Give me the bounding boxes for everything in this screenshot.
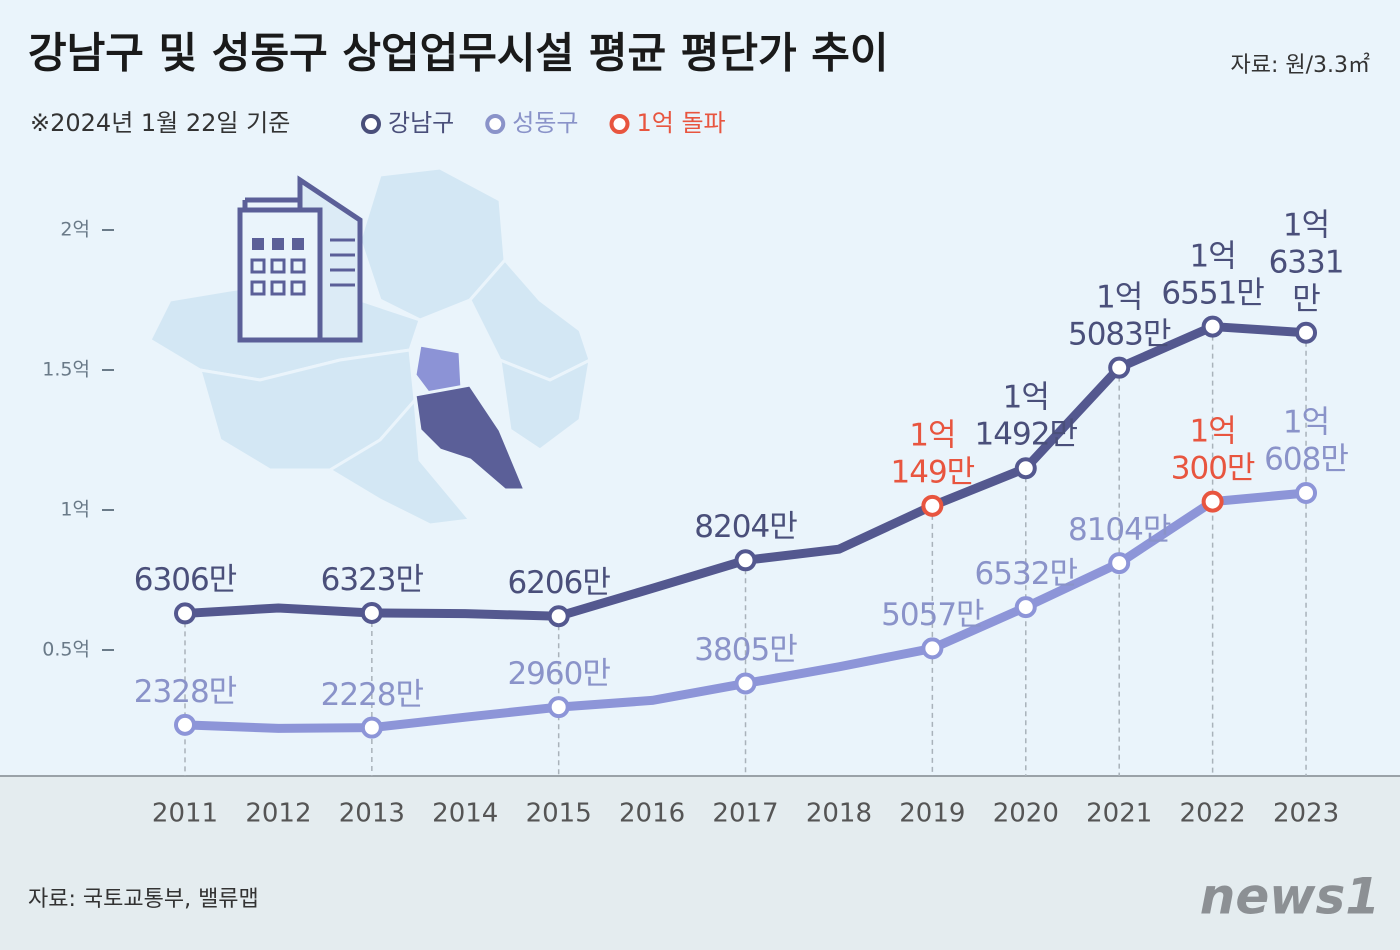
value-label: 6532만	[974, 555, 1078, 592]
chart-title: 강남구 및 성동구 상업업무시설 평균 평단가 추이	[28, 29, 889, 78]
point-marker	[1108, 356, 1131, 379]
point-marker	[547, 696, 570, 719]
legend-label: 강남구	[388, 109, 454, 137]
point-marker	[1295, 481, 1318, 504]
source: 자료: 국토교통부, 밸류맵	[28, 887, 259, 912]
x-tick-label: 2014	[432, 799, 498, 829]
value-label: 2960만	[507, 655, 610, 692]
x-tick-label: 2012	[245, 799, 311, 829]
y-tick-label: 2억	[60, 219, 90, 241]
value-label: 5057만	[881, 597, 984, 634]
value-label: 1억 6331만	[1268, 207, 1345, 318]
legend-label: 성동구	[512, 109, 578, 137]
building-windows	[250, 238, 306, 296]
point-marker	[360, 601, 383, 624]
value-label: 1억 5083만	[1067, 279, 1171, 353]
x-tick-label: 2019	[899, 799, 965, 829]
x-tick-label: 2011	[152, 799, 218, 829]
value-label: 2328만	[133, 673, 237, 710]
y-tick-label: 1억	[60, 499, 90, 521]
point-marker	[1108, 552, 1131, 575]
footer-band	[0, 776, 1400, 950]
point-marker	[734, 672, 757, 695]
y-tick-label: 0.5억	[42, 639, 90, 661]
x-tick-label: 2022	[1180, 799, 1246, 829]
y-tick-label: 1.5억	[42, 359, 90, 381]
point-marker	[1014, 596, 1037, 619]
point-marker	[174, 713, 196, 736]
x-tick-label: 2018	[806, 799, 872, 829]
point-marker	[547, 605, 570, 628]
building-icon	[237, 175, 363, 343]
x-tick-label: 2023	[1273, 799, 1339, 829]
value-label: 1억 149만	[890, 417, 976, 491]
x-tick-label: 2021	[1086, 799, 1152, 829]
point-marker	[174, 602, 196, 625]
value-label: 1억 300만	[1170, 413, 1256, 487]
value-label: 6306만	[133, 562, 237, 599]
value-label: 3805만	[694, 632, 797, 669]
point-marker	[1201, 315, 1224, 338]
legend-label: 1억 돌파	[637, 109, 726, 137]
logo: news1	[1200, 868, 1380, 926]
value-label: 2228만	[320, 676, 424, 713]
legend-marker	[609, 114, 630, 134]
point-marker	[1014, 457, 1037, 480]
point-marker	[1201, 490, 1224, 513]
value-label: 1억 6551만	[1161, 238, 1264, 312]
value-label: 1억 1492만	[974, 379, 1078, 454]
x-tick-label: 2016	[619, 799, 685, 829]
subtitle: ※2024년 1월 22일 기준	[30, 109, 290, 137]
value-label: 6323만	[320, 561, 424, 598]
point-marker	[360, 716, 383, 739]
x-tick-label: 2015	[526, 799, 592, 829]
point-marker	[921, 494, 944, 517]
x-tick-label: 2013	[339, 799, 405, 829]
legend-marker	[361, 114, 381, 134]
map-illustration	[148, 166, 592, 527]
x-tick-label: 2020	[993, 799, 1059, 829]
legend-marker	[485, 114, 506, 134]
x-tick-label: 2017	[712, 799, 778, 829]
unit-note: 자료: 원/3.3㎡	[1230, 52, 1370, 78]
point-marker	[921, 637, 944, 660]
value-label: 1억 608만	[1264, 404, 1349, 478]
value-label: 8204만	[694, 509, 797, 546]
point-marker	[1295, 321, 1318, 344]
point-marker	[734, 549, 757, 572]
value-label: 8104만	[1067, 511, 1171, 548]
value-label: 6206만	[507, 565, 610, 602]
